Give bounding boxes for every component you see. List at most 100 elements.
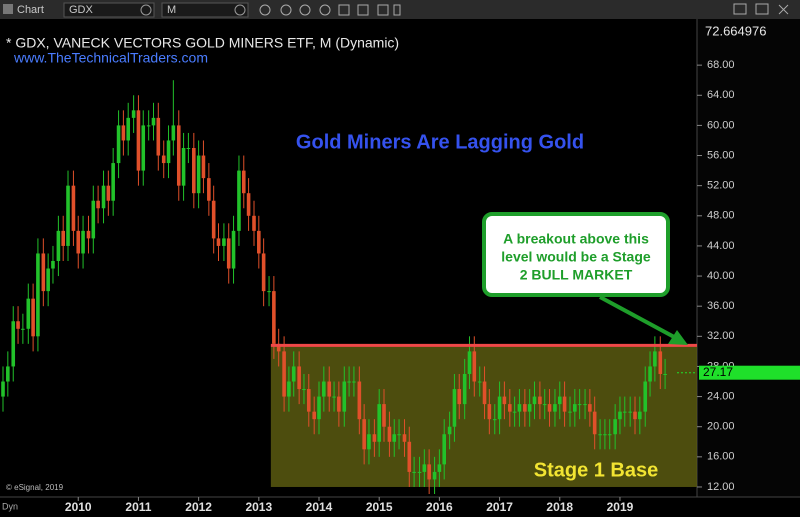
candle-body bbox=[211, 200, 216, 239]
candle-body bbox=[166, 140, 171, 164]
candle-body bbox=[201, 155, 206, 179]
tool-icon[interactable] bbox=[377, 4, 389, 16]
candle-body bbox=[246, 193, 251, 216]
candle-body bbox=[106, 185, 111, 201]
refresh-button[interactable] bbox=[140, 4, 152, 16]
candle-body bbox=[382, 404, 386, 427]
candle-body bbox=[562, 396, 567, 412]
candle-body bbox=[146, 125, 151, 127]
candle-body bbox=[542, 404, 547, 406]
candle-body bbox=[101, 185, 106, 209]
candle-body bbox=[392, 434, 397, 442]
candle-body bbox=[588, 404, 592, 412]
tool-icon[interactable] bbox=[319, 4, 331, 16]
y-tick-label: 12.00 bbox=[707, 481, 735, 493]
candle-body bbox=[151, 117, 156, 126]
y-tick-label: 48.00 bbox=[707, 210, 735, 222]
candle-body bbox=[432, 471, 437, 480]
tool-icon[interactable] bbox=[259, 4, 271, 16]
candle-body bbox=[21, 328, 25, 330]
tool-icon[interactable] bbox=[280, 4, 292, 16]
x-tick-label: 2019 bbox=[607, 500, 634, 514]
candle-body bbox=[603, 434, 607, 436]
y-tick-label: 60.00 bbox=[707, 119, 735, 131]
candle-body bbox=[527, 404, 532, 412]
candle-body bbox=[557, 396, 562, 405]
candle-body bbox=[502, 396, 507, 405]
candle-body bbox=[306, 389, 311, 412]
toolbar-icons bbox=[259, 3, 789, 16]
chart-title: * GDX, VANECK VECTORS GOLD MINERS ETF, M… bbox=[6, 35, 399, 51]
x-tick-label: 2016 bbox=[426, 500, 453, 514]
candle-body bbox=[592, 411, 597, 435]
last-price-tag bbox=[699, 365, 800, 380]
candle-body bbox=[372, 434, 377, 442]
window-button[interactable] bbox=[755, 3, 769, 15]
x-tick-label: 2010 bbox=[65, 500, 92, 514]
y-tick-label: 40.00 bbox=[707, 270, 735, 282]
candle-body bbox=[377, 404, 381, 442]
candle-body bbox=[261, 253, 266, 292]
candle-body bbox=[111, 163, 115, 201]
candle-body bbox=[31, 298, 35, 337]
candle-body bbox=[633, 411, 637, 420]
interval-button[interactable] bbox=[234, 4, 246, 16]
tool-icon[interactable] bbox=[299, 4, 311, 16]
window-title: Chart bbox=[17, 4, 44, 16]
candle-body bbox=[517, 404, 522, 412]
candle-body bbox=[613, 419, 617, 435]
candle-body bbox=[467, 351, 472, 374]
x-tick-label: 2013 bbox=[245, 500, 272, 514]
candle-body bbox=[583, 404, 587, 406]
candle-body bbox=[76, 230, 81, 254]
candle-body bbox=[607, 434, 612, 436]
candle-body bbox=[141, 125, 146, 171]
candle-body bbox=[36, 253, 40, 337]
candle-body bbox=[86, 230, 91, 239]
interval-input[interactable] bbox=[161, 2, 249, 18]
candle-body bbox=[41, 253, 46, 292]
candle-body bbox=[196, 155, 201, 194]
callout-text: A breakout above this bbox=[503, 231, 649, 247]
tool-icon[interactable] bbox=[338, 4, 350, 16]
window-button[interactable] bbox=[733, 3, 747, 15]
base-zone bbox=[270, 345, 697, 487]
base-label: Stage 1 Base bbox=[534, 459, 659, 481]
close-button[interactable] bbox=[778, 4, 789, 15]
y-tick-label: 36.00 bbox=[707, 300, 735, 312]
interval: M bbox=[167, 4, 176, 16]
candle-body bbox=[538, 396, 542, 405]
plot-area bbox=[1, 80, 697, 494]
y-tick-label: 24.00 bbox=[707, 390, 735, 402]
symbol-input[interactable] bbox=[63, 2, 155, 18]
candle-body bbox=[477, 381, 482, 383]
y-axis-top-value: 72.664976 bbox=[705, 23, 766, 38]
candle-body bbox=[312, 411, 316, 420]
candle-body bbox=[322, 381, 326, 397]
candle-body bbox=[412, 471, 416, 473]
x-tick-label: 2018 bbox=[546, 500, 573, 514]
candle-body bbox=[663, 373, 667, 375]
y-tick-label: 56.00 bbox=[707, 149, 735, 161]
y-axis-panel bbox=[697, 19, 800, 497]
y-tick-label: 52.00 bbox=[707, 180, 735, 192]
candle-body bbox=[81, 230, 85, 254]
candle-body bbox=[16, 321, 20, 329]
candle-body bbox=[291, 366, 296, 382]
callout-box bbox=[482, 212, 670, 297]
candle-body bbox=[241, 170, 246, 194]
candle-body bbox=[161, 155, 166, 164]
candle-body bbox=[216, 238, 221, 246]
candle-body bbox=[523, 404, 527, 412]
candle-body bbox=[347, 381, 351, 383]
tool-icon[interactable] bbox=[357, 4, 369, 16]
candle-body bbox=[482, 381, 487, 405]
candle-body bbox=[207, 178, 211, 201]
tool-icon[interactable] bbox=[393, 4, 401, 16]
candle-body bbox=[332, 396, 336, 398]
candle-body bbox=[422, 464, 427, 472]
candle-body bbox=[352, 381, 356, 383]
x-tick-label: 2011 bbox=[125, 500, 151, 514]
candle-body bbox=[497, 396, 502, 420]
